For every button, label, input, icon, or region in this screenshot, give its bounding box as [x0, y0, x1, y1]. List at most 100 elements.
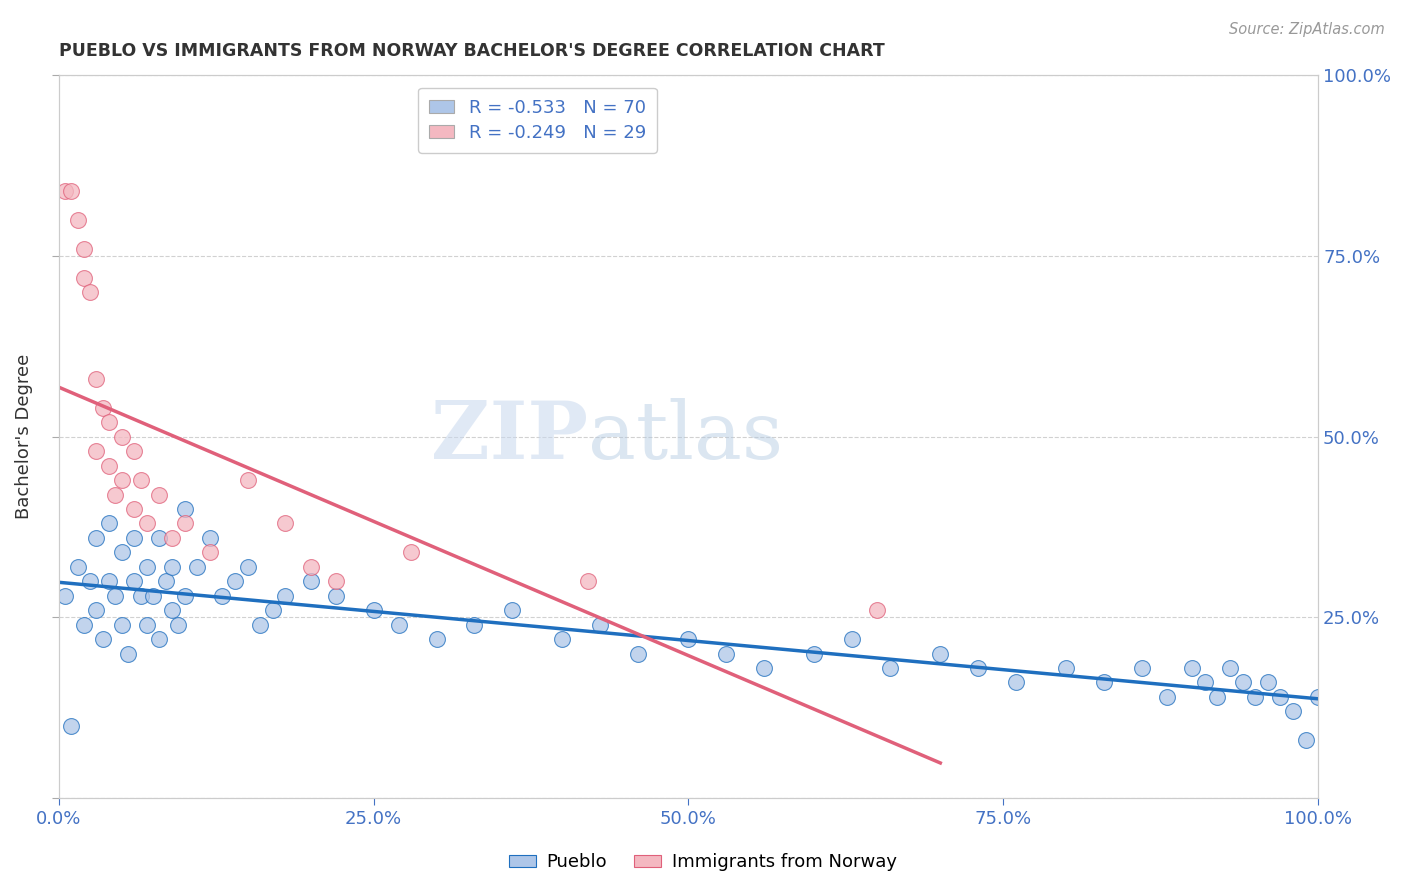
Point	[60, 719, 83, 733]
Point	[73, 617, 96, 632]
Point	[111, 545, 134, 559]
Point	[388, 617, 411, 632]
Point	[627, 647, 650, 661]
Point	[79, 285, 101, 299]
Point	[1219, 661, 1241, 675]
Point	[1270, 690, 1292, 704]
Legend: Pueblo, Immigrants from Norway: Pueblo, Immigrants from Norway	[502, 847, 904, 879]
Point	[66, 559, 89, 574]
Point	[262, 603, 284, 617]
Point	[678, 632, 700, 646]
Point	[186, 559, 208, 574]
Point	[841, 632, 863, 646]
Point	[111, 617, 134, 632]
Point	[86, 531, 108, 545]
Point	[274, 589, 297, 603]
Point	[122, 444, 145, 458]
Point	[60, 184, 83, 198]
Point	[1257, 675, 1279, 690]
Point	[98, 458, 121, 473]
Point	[1156, 690, 1178, 704]
Point	[98, 516, 121, 531]
Point	[86, 372, 108, 386]
Point	[325, 589, 347, 603]
Point	[589, 617, 612, 632]
Point	[122, 574, 145, 589]
Point	[173, 502, 195, 516]
Point	[236, 473, 259, 487]
Point	[1181, 661, 1204, 675]
Text: PUEBLO VS IMMIGRANTS FROM NORWAY BACHELOR'S DEGREE CORRELATION CHART: PUEBLO VS IMMIGRANTS FROM NORWAY BACHELO…	[59, 42, 884, 60]
Point	[98, 415, 121, 429]
Point	[551, 632, 574, 646]
Point	[122, 502, 145, 516]
Point	[299, 574, 322, 589]
Point	[111, 473, 134, 487]
Point	[929, 647, 952, 661]
Point	[91, 401, 114, 415]
Point	[198, 545, 221, 559]
Point	[53, 589, 76, 603]
Point	[236, 559, 259, 574]
Legend: R = -0.533   N = 70, R = -0.249   N = 29: R = -0.533 N = 70, R = -0.249 N = 29	[418, 87, 657, 153]
Point	[325, 574, 347, 589]
Point	[463, 617, 485, 632]
Point	[73, 242, 96, 256]
Point	[866, 603, 889, 617]
Point	[299, 559, 322, 574]
Point	[160, 603, 183, 617]
Point	[1244, 690, 1267, 704]
Point	[73, 270, 96, 285]
Point	[425, 632, 447, 646]
Point	[716, 647, 738, 661]
Point	[86, 603, 108, 617]
Point	[148, 487, 170, 501]
Point	[135, 559, 157, 574]
Point	[129, 589, 152, 603]
Text: atlas: atlas	[588, 398, 783, 475]
Point	[1092, 675, 1115, 690]
Text: ZIP: ZIP	[430, 398, 588, 475]
Text: Source: ZipAtlas.com: Source: ZipAtlas.com	[1229, 22, 1385, 37]
Point	[86, 444, 108, 458]
Point	[752, 661, 775, 675]
Y-axis label: Bachelor's Degree: Bachelor's Degree	[15, 354, 32, 519]
Point	[91, 632, 114, 646]
Point	[79, 574, 101, 589]
Point	[249, 617, 271, 632]
Point	[98, 574, 121, 589]
Point	[1295, 733, 1317, 747]
Point	[135, 617, 157, 632]
Point	[1308, 690, 1330, 704]
Point	[111, 430, 134, 444]
Point	[122, 531, 145, 545]
Point	[104, 589, 127, 603]
Point	[148, 531, 170, 545]
Point	[198, 531, 221, 545]
Point	[160, 559, 183, 574]
Point	[1232, 675, 1254, 690]
Point	[173, 589, 195, 603]
Point	[401, 545, 423, 559]
Point	[53, 184, 76, 198]
Point	[274, 516, 297, 531]
Point	[148, 632, 170, 646]
Point	[129, 473, 152, 487]
Point	[135, 516, 157, 531]
Point	[155, 574, 177, 589]
Point	[224, 574, 246, 589]
Point	[104, 487, 127, 501]
Point	[1130, 661, 1153, 675]
Point	[501, 603, 523, 617]
Point	[1194, 675, 1216, 690]
Point	[173, 516, 195, 531]
Point	[1282, 705, 1305, 719]
Point	[167, 617, 190, 632]
Point	[803, 647, 825, 661]
Point	[117, 647, 139, 661]
Point	[1005, 675, 1028, 690]
Point	[576, 574, 599, 589]
Point	[1206, 690, 1229, 704]
Point	[142, 589, 165, 603]
Point	[211, 589, 233, 603]
